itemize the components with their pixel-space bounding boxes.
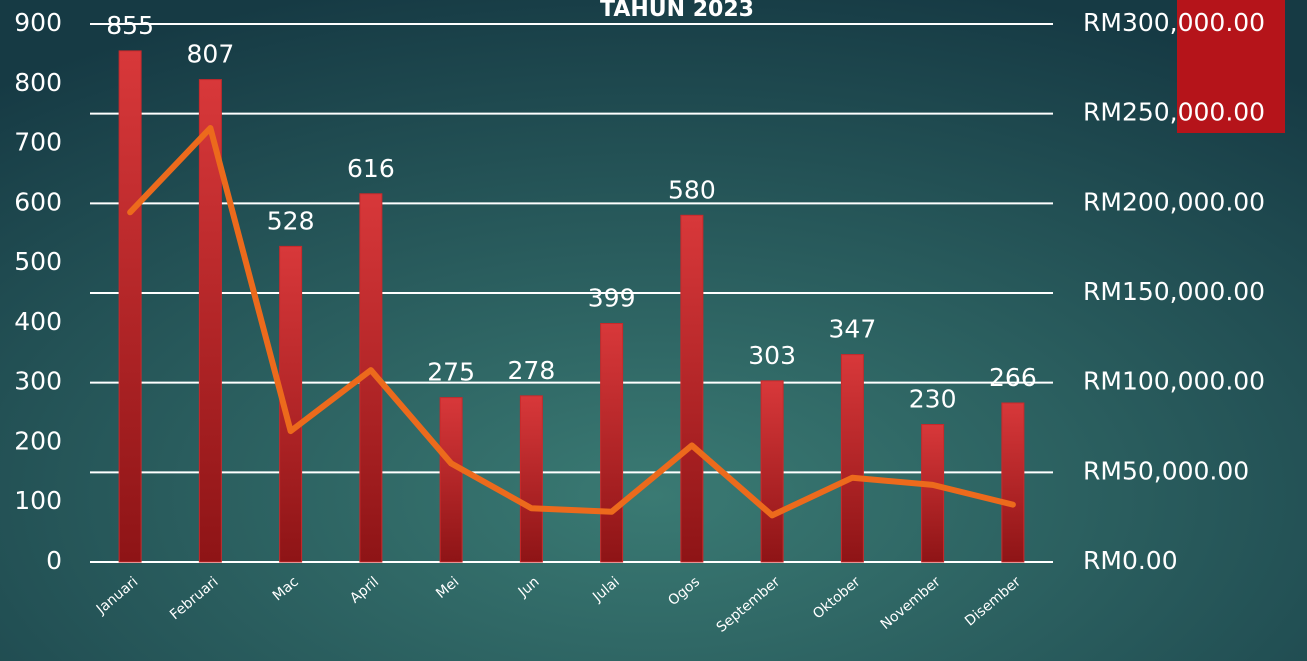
y-tick-label: 100 xyxy=(14,486,62,515)
y-tick-label: 800 xyxy=(14,68,62,97)
data-label: 303 xyxy=(748,341,796,370)
bar xyxy=(439,397,463,563)
y-tick-label: 700 xyxy=(14,128,62,157)
y2-tick-label: RM250,000.00 xyxy=(1083,98,1265,127)
y2-tick-label: RM50,000.00 xyxy=(1083,456,1249,485)
data-label: 807 xyxy=(187,40,235,69)
bar xyxy=(760,380,784,563)
data-label: 616 xyxy=(347,154,395,183)
y2-tick-label: RM300,000.00 xyxy=(1083,8,1265,37)
bar xyxy=(198,79,222,563)
chart-title: TAHUN 2023 xyxy=(600,0,754,22)
bar xyxy=(1001,402,1025,563)
data-label: 347 xyxy=(829,315,877,344)
data-label: 278 xyxy=(508,356,556,385)
bar xyxy=(840,354,864,563)
bar xyxy=(118,50,142,563)
data-label: 275 xyxy=(427,358,475,387)
y2-tick-label: RM0.00 xyxy=(1083,546,1178,575)
y2-tick-label: RM100,000.00 xyxy=(1083,367,1265,396)
decoration xyxy=(1177,0,1285,133)
y-tick-label: 300 xyxy=(14,367,62,396)
y2-tick-label: RM200,000.00 xyxy=(1083,187,1265,216)
y-tick-label: 400 xyxy=(14,307,62,336)
data-label: 266 xyxy=(989,363,1037,392)
bar xyxy=(600,322,624,563)
bar xyxy=(680,214,704,563)
bar xyxy=(519,395,543,563)
y-tick-label: 0 xyxy=(46,546,62,575)
y-tick-label: 500 xyxy=(14,247,62,276)
data-label: 399 xyxy=(588,283,636,312)
line xyxy=(127,125,1016,519)
data-label: 230 xyxy=(909,385,957,414)
data-label: 855 xyxy=(106,11,154,40)
bar xyxy=(921,424,945,563)
y-tick-label: 900 xyxy=(14,8,62,37)
data-label: 528 xyxy=(267,206,315,235)
data-label: 580 xyxy=(668,175,716,204)
y2-tick-label: RM150,000.00 xyxy=(1083,277,1265,306)
y-tick-label: 200 xyxy=(14,426,62,455)
bar xyxy=(279,245,303,563)
y-tick-label: 600 xyxy=(14,187,62,216)
